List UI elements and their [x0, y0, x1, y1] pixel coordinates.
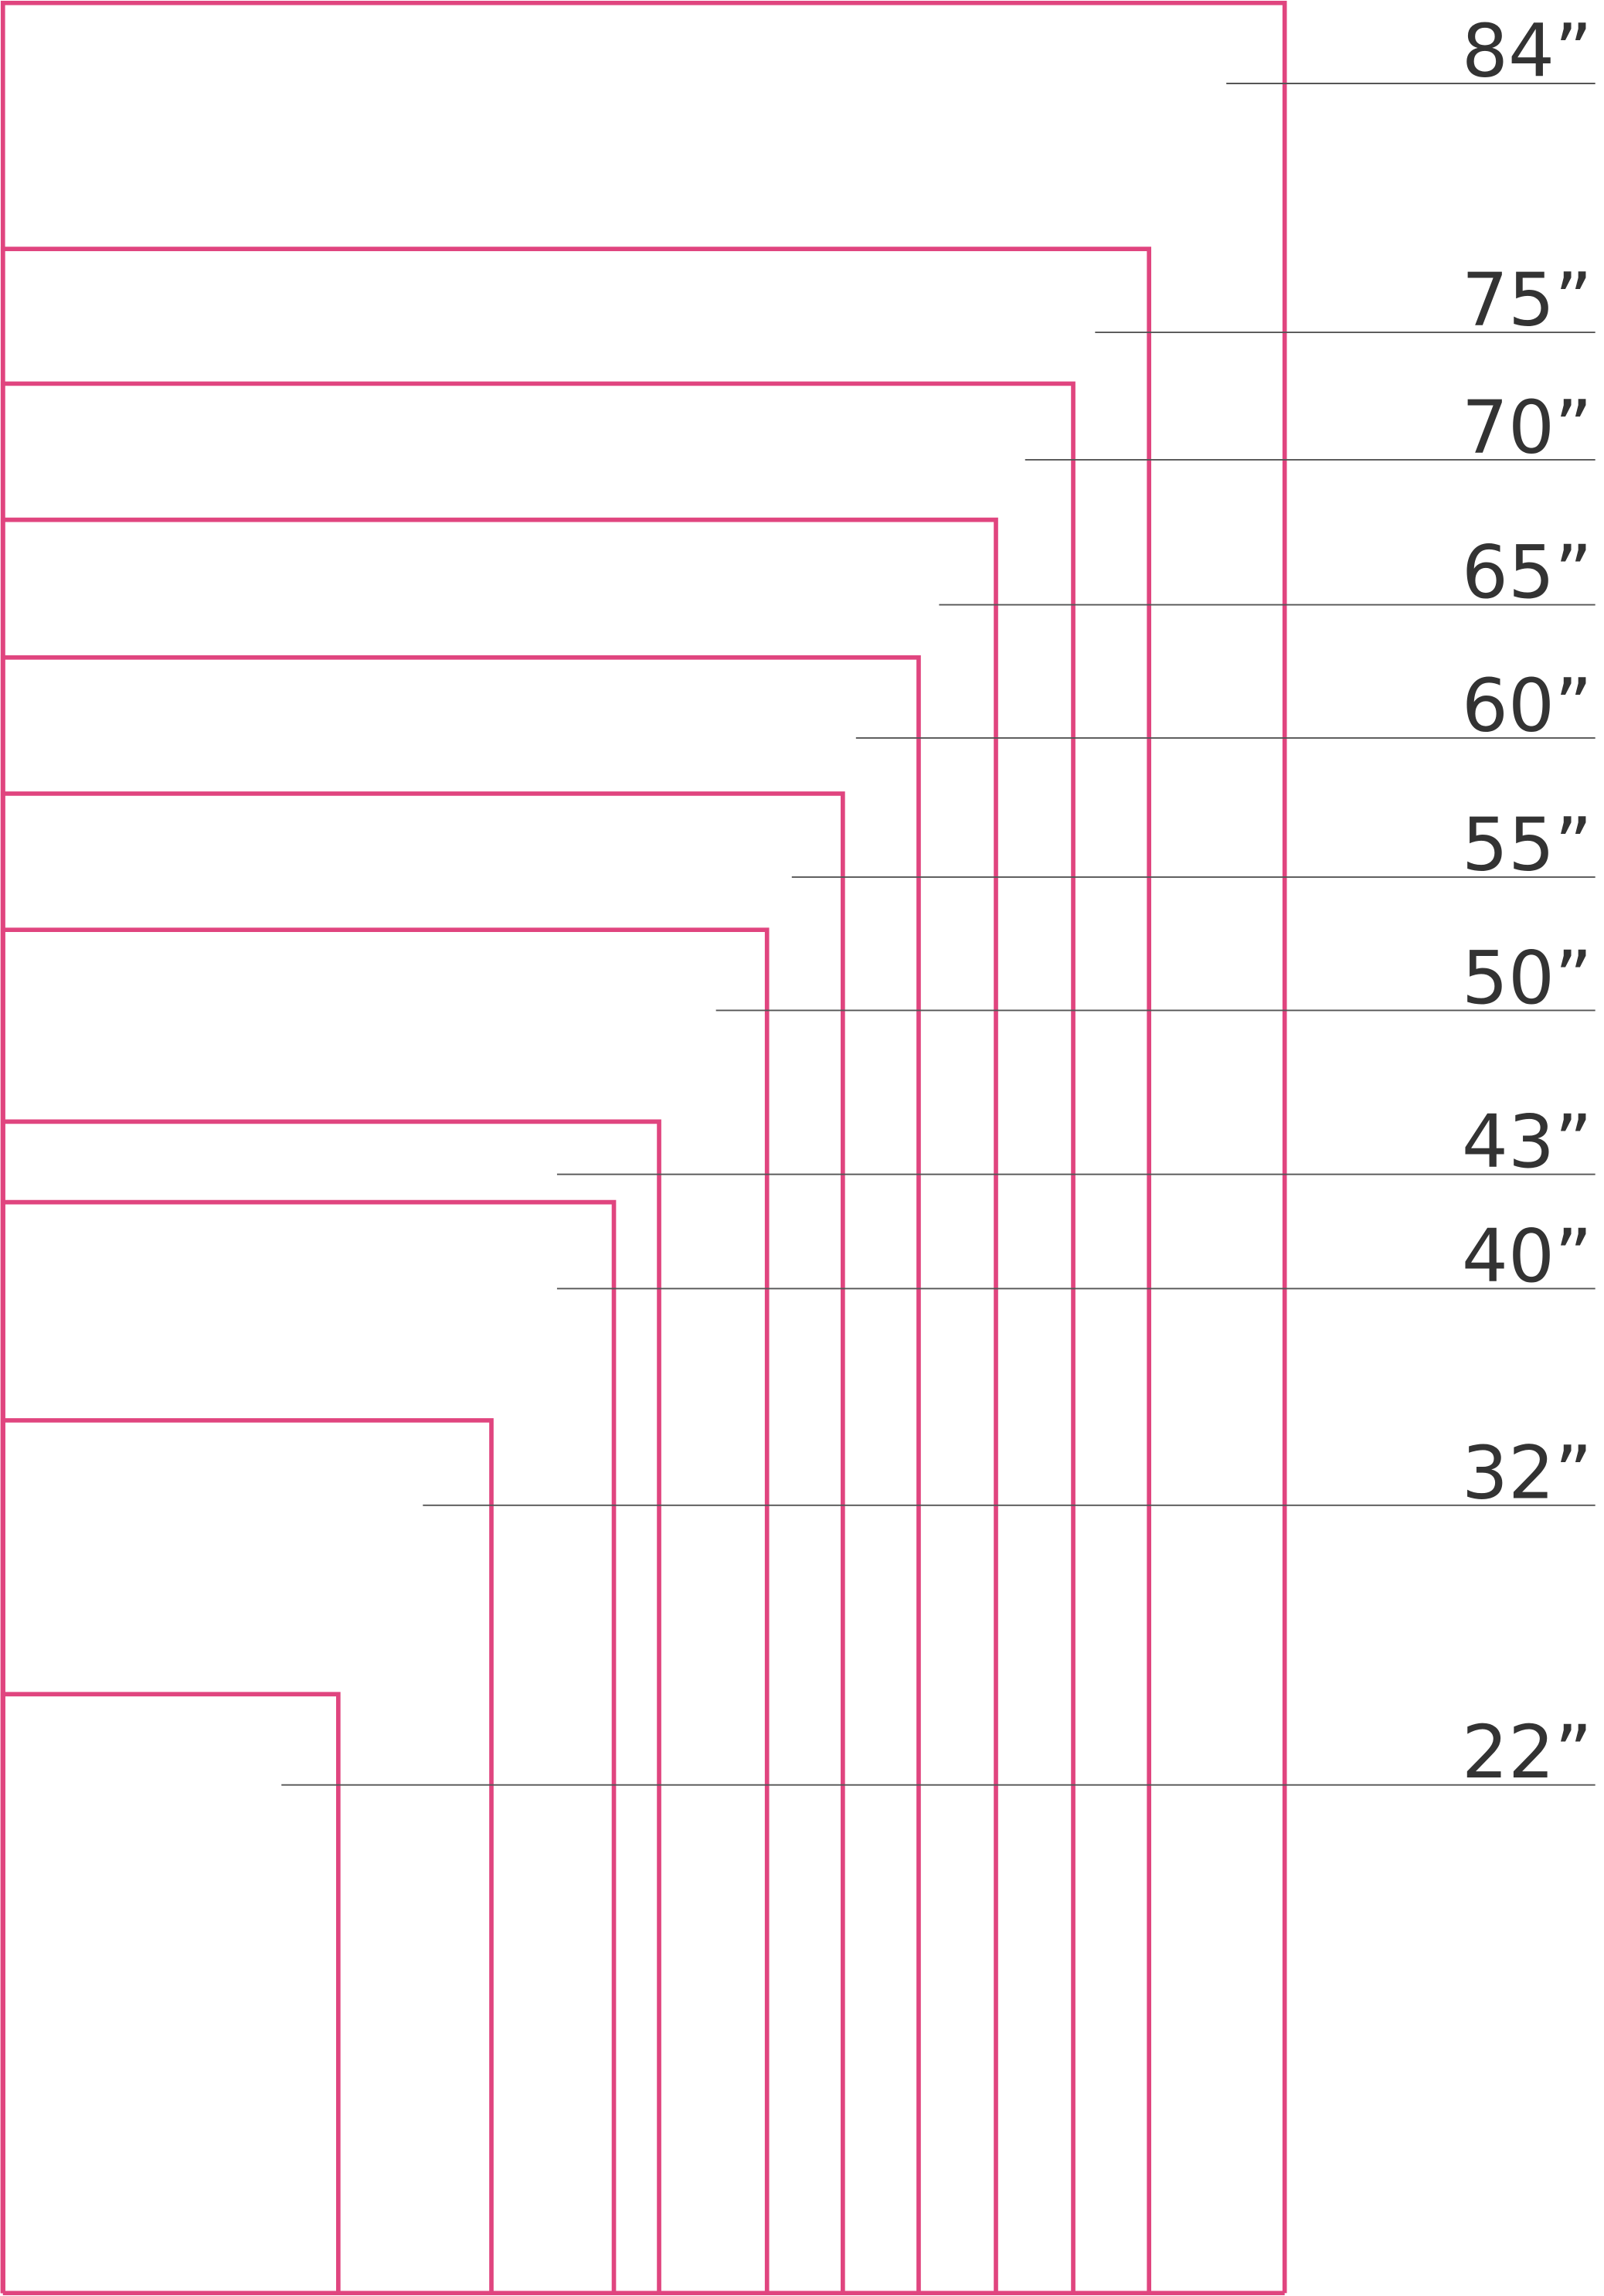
size-label: 43” [1462, 1100, 1592, 1185]
screen-outline [0, 381, 1076, 2294]
size-label: 75” [1462, 257, 1592, 342]
screen-outline [0, 1692, 341, 2294]
size-label: 70” [1462, 385, 1592, 470]
size-label: 50” [1462, 936, 1592, 1021]
screen-outline [0, 1418, 494, 2294]
size-label: 60” [1462, 663, 1592, 748]
screen-outline [0, 247, 1152, 2294]
screen-outline [0, 1119, 661, 2294]
screen-outline [0, 1199, 617, 2294]
screen-outline [0, 655, 921, 2294]
screen-outline [0, 517, 998, 2294]
size-label: 32” [1462, 1430, 1592, 1515]
size-label: 84” [1462, 9, 1592, 94]
size-label: 55” [1462, 802, 1592, 887]
size-label: 22” [1462, 1710, 1592, 1795]
size-label: 40” [1462, 1214, 1592, 1299]
screen-outline [0, 927, 770, 2294]
screen-outline [0, 791, 845, 2294]
size-label: 65” [1462, 530, 1592, 615]
screen-outline [0, 0, 1287, 2294]
